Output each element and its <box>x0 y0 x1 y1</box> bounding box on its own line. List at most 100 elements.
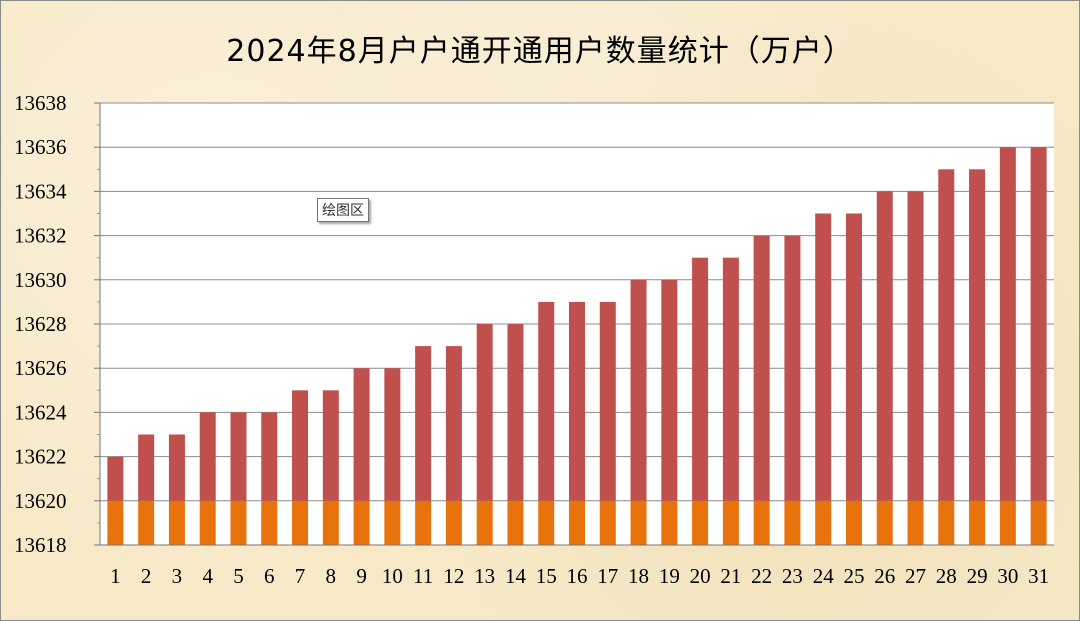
bar-base[interactable] <box>876 500 893 545</box>
bar-base[interactable] <box>292 500 309 545</box>
bar-base[interactable] <box>815 500 832 545</box>
x-tick-label: 27 <box>905 564 926 588</box>
bar-total[interactable] <box>353 368 370 501</box>
bar-base[interactable] <box>538 500 555 545</box>
bar-total[interactable] <box>692 257 709 501</box>
bar-total[interactable] <box>661 279 678 501</box>
bar-base[interactable] <box>230 500 247 545</box>
x-tick-label: 18 <box>628 564 649 588</box>
bars <box>107 147 1047 545</box>
bar-base[interactable] <box>938 500 955 545</box>
bar-total[interactable] <box>753 235 770 501</box>
y-tick-label: 13622 <box>14 445 67 469</box>
bar-base[interactable] <box>907 500 924 545</box>
bar-base[interactable] <box>138 500 155 545</box>
bar-total[interactable] <box>384 368 401 501</box>
x-tick-label: 14 <box>505 564 527 588</box>
y-tick-label: 13626 <box>14 356 67 380</box>
y-tick-label: 13638 <box>14 91 67 115</box>
bar-total[interactable] <box>999 147 1016 501</box>
x-tick-label: 17 <box>597 564 618 588</box>
x-tick-label: 29 <box>967 564 988 588</box>
bar-base[interactable] <box>415 500 432 545</box>
y-tick-label: 13624 <box>14 400 67 424</box>
bar-total[interactable] <box>292 390 309 501</box>
bar-base[interactable] <box>384 500 401 545</box>
bar-total[interactable] <box>938 169 955 501</box>
bar-base[interactable] <box>322 500 339 545</box>
chart-title: 2024年8月户户通开通用户数量统计（万户） <box>226 34 854 69</box>
x-tick-label: 31 <box>1028 564 1049 588</box>
bar-total[interactable] <box>815 213 832 501</box>
y-tick-label: 13620 <box>14 489 67 513</box>
bar-total[interactable] <box>722 257 739 501</box>
bar-total[interactable] <box>199 412 216 501</box>
bar-total[interactable] <box>907 191 924 501</box>
bar-total[interactable] <box>322 390 339 501</box>
x-tick-label: 16 <box>567 564 588 588</box>
bar-base[interactable] <box>722 500 739 545</box>
y-tick-label: 13632 <box>14 224 67 248</box>
y-tick-label: 13618 <box>14 533 67 557</box>
x-tick-label: 4 <box>202 564 213 588</box>
y-tick-label: 13636 <box>14 135 67 159</box>
bar-base[interactable] <box>661 500 678 545</box>
bar-total[interactable] <box>1030 147 1047 501</box>
x-tick-label: 1 <box>110 564 121 588</box>
x-tick-label: 26 <box>874 564 895 588</box>
bar-total[interactable] <box>415 346 432 501</box>
bar-total[interactable] <box>445 346 462 501</box>
bar-total[interactable] <box>476 324 493 501</box>
bar-total[interactable] <box>168 434 185 501</box>
x-tick-label: 20 <box>690 564 711 588</box>
bar-total[interactable] <box>569 301 585 501</box>
bar-base[interactable] <box>445 500 462 545</box>
bar-base[interactable] <box>507 500 524 545</box>
x-tick-label: 23 <box>782 564 803 588</box>
bar-base[interactable] <box>168 500 185 545</box>
bar-total[interactable] <box>230 412 247 501</box>
x-tick-label: 22 <box>751 564 772 588</box>
x-tick-label: 8 <box>326 564 337 588</box>
bar-total[interactable] <box>630 279 647 501</box>
bar-base[interactable] <box>261 500 278 545</box>
bar-total[interactable] <box>599 301 616 501</box>
bar-total[interactable] <box>107 456 124 501</box>
bar-base[interactable] <box>630 500 647 545</box>
bar-base[interactable] <box>353 500 370 545</box>
bar-total[interactable] <box>784 235 801 501</box>
bar-total[interactable] <box>138 434 155 501</box>
x-tick-label: 25 <box>843 564 864 588</box>
x-tick-label: 9 <box>356 564 367 588</box>
bar-base[interactable] <box>199 500 216 545</box>
x-tick-label: 19 <box>659 564 680 588</box>
bar-base[interactable] <box>753 500 770 545</box>
x-tick-label: 10 <box>382 564 403 588</box>
bar-total[interactable] <box>876 191 893 501</box>
bar-base[interactable] <box>969 500 986 545</box>
x-axis: 1 2 3 4 5 6 7 8 9 10 11 12 13 14 15 16 17 18 19 20 21 22 23 24 2… <box>100 544 1054 588</box>
bar-total[interactable] <box>507 324 524 501</box>
x-tick-label: 7 <box>295 564 306 588</box>
bar-base[interactable] <box>107 500 124 545</box>
bar-base[interactable] <box>845 500 862 545</box>
bar-total[interactable] <box>538 301 555 501</box>
bar-base[interactable] <box>569 500 585 545</box>
bar-total[interactable] <box>969 169 986 501</box>
bar-total[interactable] <box>845 213 862 501</box>
x-tick-label: 12 <box>443 564 464 588</box>
y-axis: 13618 13620 13622 13624 13626 13628 13630 13632… <box>14 91 101 557</box>
bar-base[interactable] <box>692 500 709 545</box>
x-tick-label: 24 <box>813 564 835 588</box>
y-tick-label: 13630 <box>14 268 67 292</box>
bar-base[interactable] <box>599 500 616 545</box>
bar-base[interactable] <box>1030 500 1047 545</box>
x-tick-label: 28 <box>936 564 957 588</box>
y-tick-label: 13634 <box>14 179 67 203</box>
x-tick-label: 11 <box>413 564 433 588</box>
bar-total[interactable] <box>261 412 278 501</box>
bar-base[interactable] <box>784 500 801 545</box>
bar-base[interactable] <box>476 500 493 545</box>
bar-base[interactable] <box>999 500 1016 545</box>
